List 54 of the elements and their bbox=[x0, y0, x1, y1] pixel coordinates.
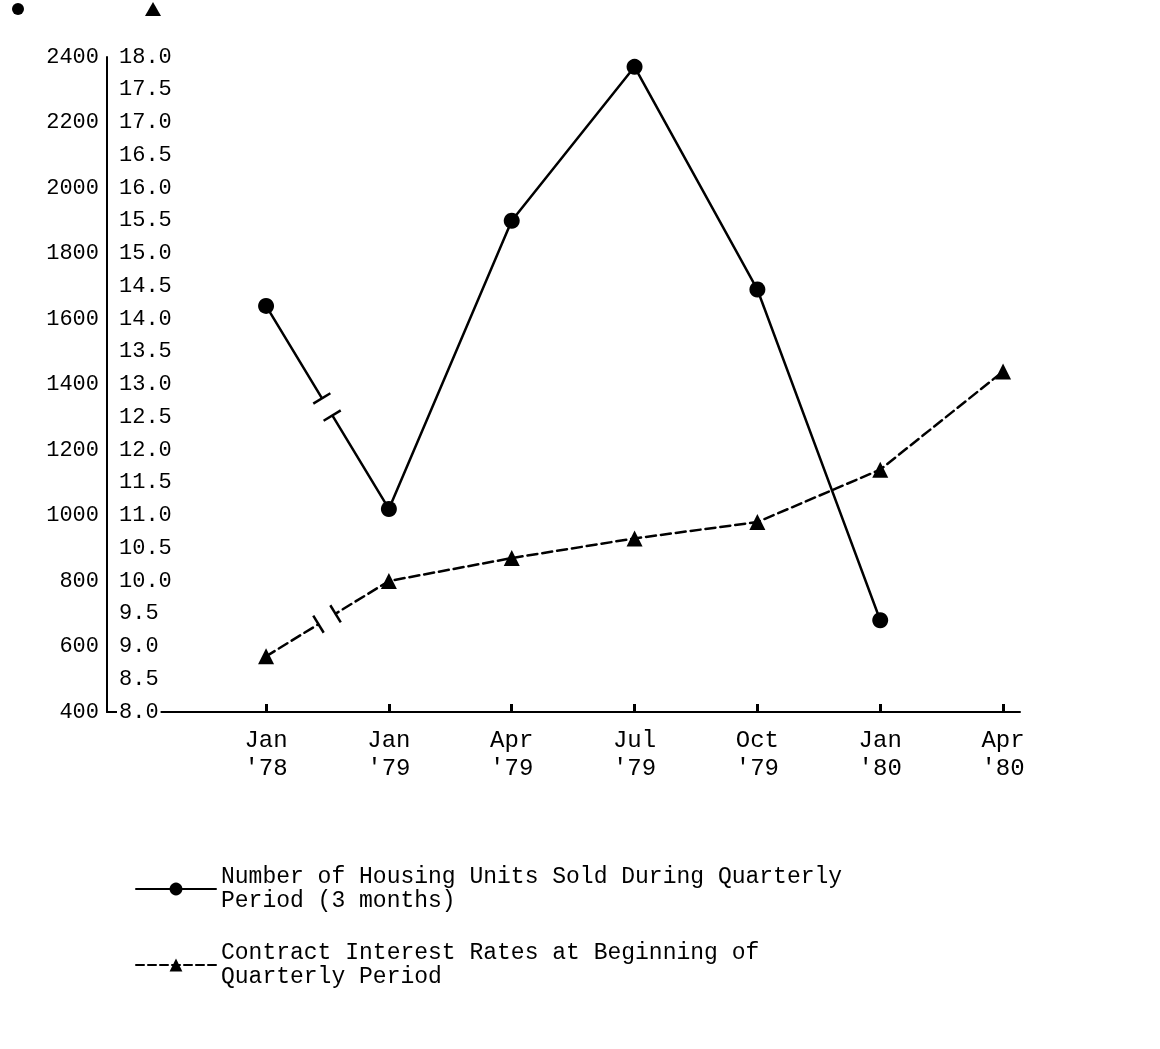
x-tick-label: Jan '78 bbox=[244, 726, 288, 782]
y2-tick-label: 11.5 bbox=[119, 470, 172, 496]
y2-tick-label: 16.0 bbox=[119, 175, 172, 201]
point bbox=[258, 297, 275, 314]
y2-tick-label: 10.5 bbox=[119, 535, 172, 561]
point bbox=[626, 58, 643, 75]
point bbox=[872, 461, 889, 478]
y2-tick-label: 18.0 bbox=[119, 44, 172, 70]
point bbox=[380, 500, 397, 517]
point bbox=[503, 212, 520, 229]
y2-tick-label: 8.0 bbox=[119, 699, 159, 725]
y-tick-label: 1600 bbox=[46, 306, 99, 332]
x-tick-label: Apr '79 bbox=[490, 726, 534, 782]
point bbox=[749, 514, 766, 531]
y-tick-label: 600 bbox=[59, 634, 99, 659]
point bbox=[872, 612, 889, 629]
y2-tick-label: 11.0 bbox=[119, 503, 172, 528]
y2-tick-label: 14.0 bbox=[119, 306, 172, 332]
y2-tick-label: 8.5 bbox=[119, 666, 159, 692]
x-tick-label: Oct '79 bbox=[735, 726, 779, 782]
y-tick-label: 2200 bbox=[46, 110, 99, 135]
y-tick-label: 2400 bbox=[46, 44, 99, 70]
x-tick-label: Apr '80 bbox=[981, 726, 1025, 782]
y-tick-label: 1200 bbox=[46, 437, 99, 463]
point bbox=[749, 281, 766, 298]
point bbox=[258, 648, 275, 665]
y2-tick-label: 14.5 bbox=[119, 273, 172, 299]
y-tick-label: 1400 bbox=[46, 372, 99, 397]
y2-tick-label: 13.5 bbox=[119, 339, 172, 365]
y2-tick-label: 9.5 bbox=[119, 601, 159, 627]
y2-tick-label: 17.5 bbox=[119, 77, 172, 103]
legend-label: Contract Interest Rates at Beginning of Quarterly Period bbox=[221, 940, 760, 990]
y-tick-label: 1800 bbox=[46, 241, 99, 266]
point bbox=[503, 550, 520, 567]
x-tick-label: Jul '79 bbox=[612, 726, 657, 782]
y2-tick-label: 15.5 bbox=[119, 208, 172, 234]
y-tick-label: 800 bbox=[59, 568, 99, 594]
y2-tick-label: 17.0 bbox=[119, 110, 172, 135]
legend-label: Number of Housing Units Sold During Quarterly Period (3 months) bbox=[221, 864, 843, 914]
y2-tick-label: 12.5 bbox=[119, 404, 172, 430]
y2-tick-label: 10.0 bbox=[119, 568, 172, 594]
y2-tick-label: 15.0 bbox=[119, 241, 172, 266]
point bbox=[380, 573, 397, 589]
y2-tick-label: 9.0 bbox=[119, 634, 159, 659]
y2-tick-label: 13.0 bbox=[119, 372, 172, 397]
x-tick-label: Jan '80 bbox=[858, 726, 902, 782]
y2-tick-label: 16.5 bbox=[119, 142, 172, 168]
y-tick-label: 1000 bbox=[46, 503, 99, 528]
point bbox=[995, 363, 1012, 380]
y-tick-label: 400 bbox=[59, 699, 99, 725]
point bbox=[626, 530, 643, 547]
x-tick-label: Jan '79 bbox=[367, 726, 411, 782]
y-tick-label: 2000 bbox=[46, 175, 99, 201]
y2-tick-label: 12.0 bbox=[119, 437, 172, 463]
